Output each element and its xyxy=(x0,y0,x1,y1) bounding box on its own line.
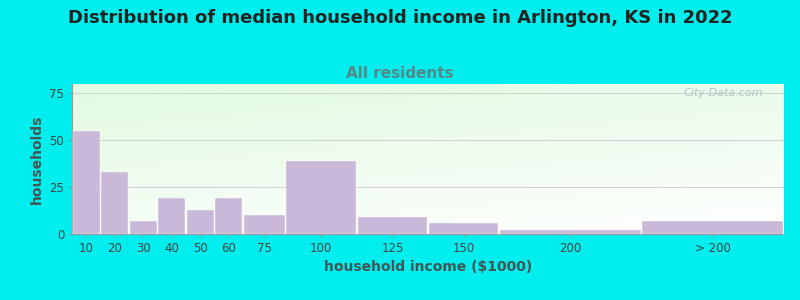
Bar xyxy=(642,221,783,234)
Text: All residents: All residents xyxy=(346,66,454,81)
Text: City-Data.com: City-Data.com xyxy=(683,88,762,98)
Y-axis label: households: households xyxy=(30,114,44,204)
Bar xyxy=(158,198,186,234)
Text: Distribution of median household income in Arlington, KS in 2022: Distribution of median household income … xyxy=(68,9,732,27)
Bar xyxy=(215,198,242,234)
X-axis label: household income ($1000): household income ($1000) xyxy=(324,260,532,274)
Bar xyxy=(286,161,356,234)
Bar xyxy=(101,172,128,234)
Bar xyxy=(186,210,214,234)
Bar xyxy=(500,230,641,234)
Bar xyxy=(358,217,427,234)
Bar xyxy=(73,131,100,234)
Bar xyxy=(243,215,285,234)
Bar xyxy=(130,221,157,234)
Bar xyxy=(429,223,498,234)
